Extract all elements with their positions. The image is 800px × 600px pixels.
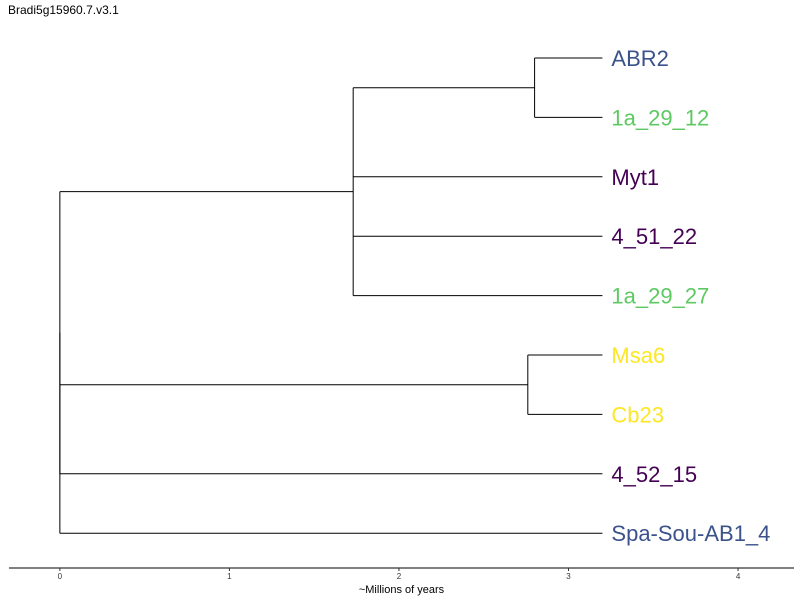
- x-axis-title: ~Millions of years: [359, 584, 445, 596]
- x-tick-label: 4: [736, 572, 741, 581]
- x-tick-label: 2: [397, 572, 402, 581]
- leaf-label: 4_52_15: [611, 462, 697, 487]
- x-axis: 0 1 2 3 4 ~Millions of years: [9, 567, 794, 596]
- leaf-label: Myt1: [611, 165, 659, 190]
- leaf-label: Spa-Sou-AB1_4: [611, 521, 770, 546]
- leaf-label: 1a_29_27: [611, 284, 709, 309]
- chart-title: Bradi5g15960.7.v3.1: [8, 3, 119, 17]
- x-tick-label: 3: [566, 572, 571, 581]
- tree-leaves: ABR2 1a_29_12 Myt1 4_51_22 1a_29_27 Msa6 Cb23 4…: [611, 46, 770, 546]
- leaf-label: Msa6: [611, 343, 665, 368]
- tree-branches: [59, 57, 603, 534]
- x-tick-label: 1: [227, 572, 232, 581]
- leaf-label: Cb23: [611, 402, 664, 427]
- leaf-label: 1a_29_12: [611, 105, 709, 130]
- x-tick-label: 0: [58, 572, 63, 581]
- x-axis-ticks: 0 1 2 3 4: [58, 568, 741, 581]
- leaf-label: ABR2: [611, 46, 668, 71]
- leaf-label: 4_51_22: [611, 224, 697, 249]
